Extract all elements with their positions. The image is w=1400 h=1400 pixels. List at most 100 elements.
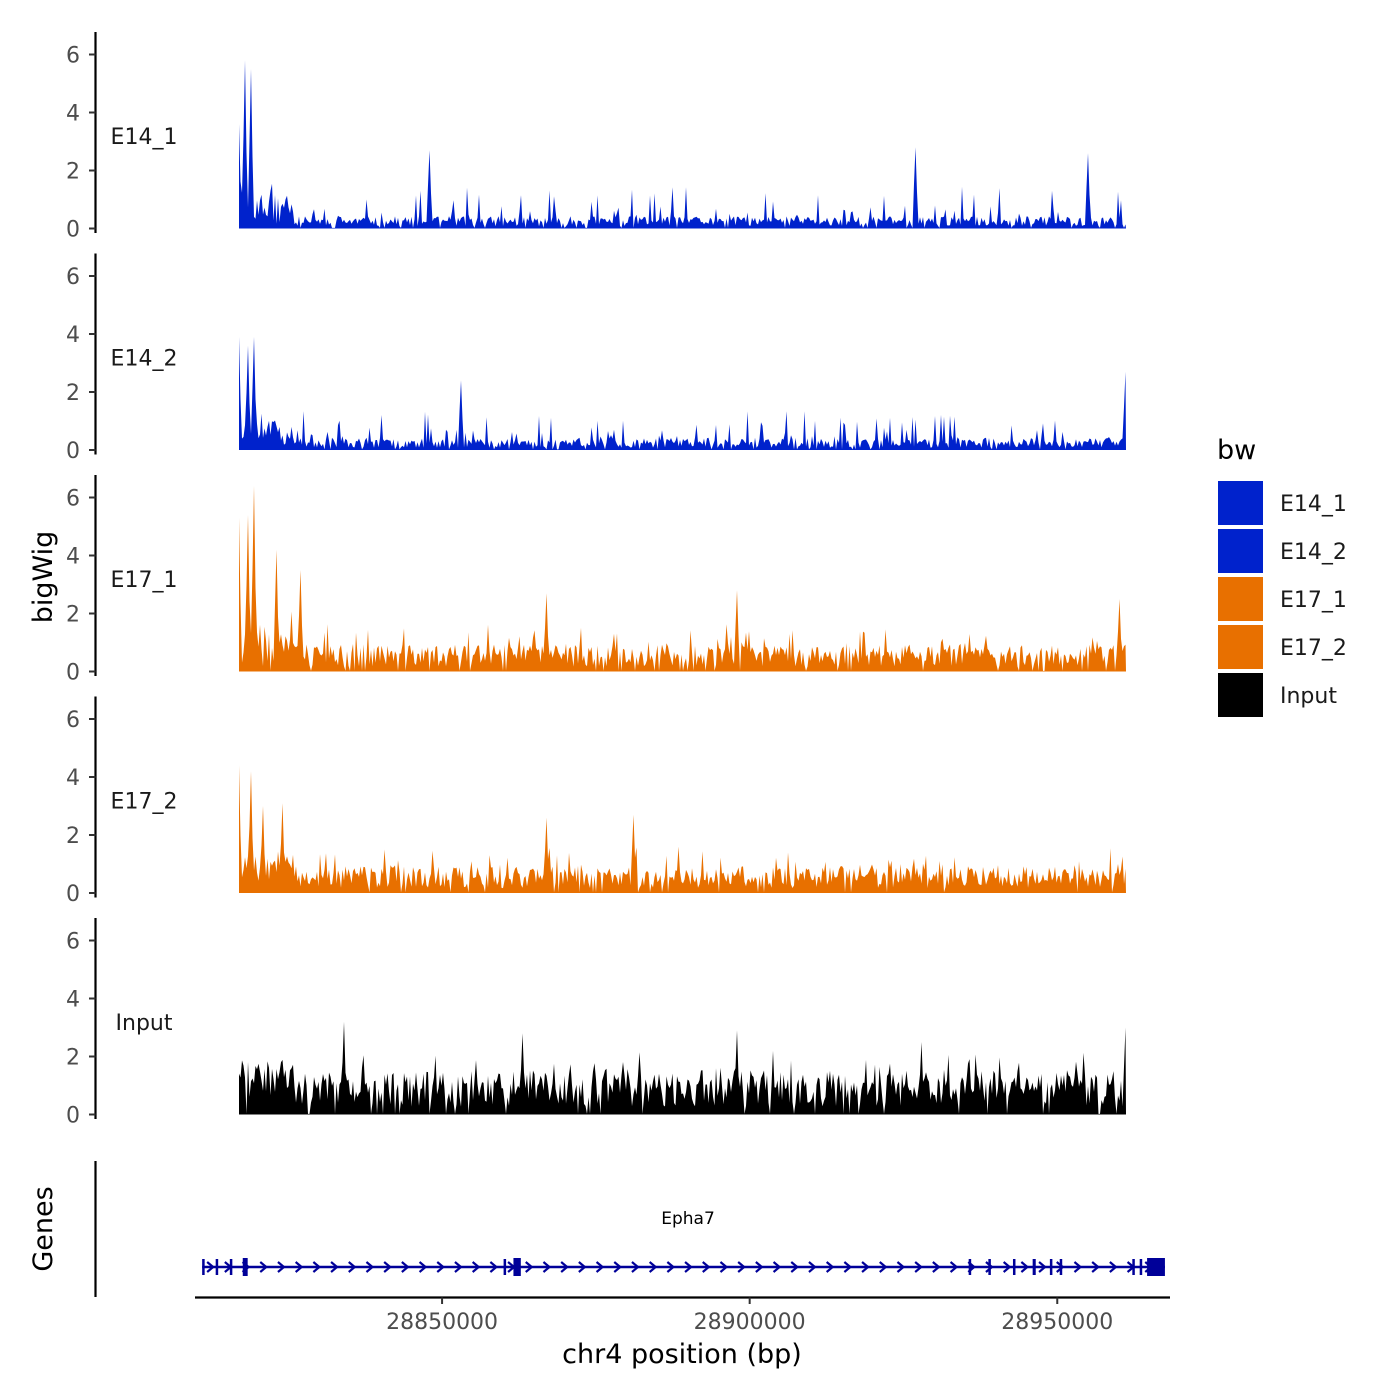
signal-area-Input bbox=[239, 1021, 1126, 1115]
y-tick-label: 0 bbox=[66, 1104, 80, 1129]
strand-chevron bbox=[790, 1261, 799, 1273]
track-label-E14_1: E14_1 bbox=[111, 125, 178, 150]
y-tick-label: 0 bbox=[66, 882, 80, 907]
gene-exon bbox=[968, 1259, 972, 1275]
gene-exon bbox=[202, 1259, 205, 1275]
x-tick-label: 28850000 bbox=[386, 1310, 498, 1335]
y-axis-title: bigWig bbox=[28, 531, 59, 624]
strand-chevron bbox=[578, 1261, 587, 1273]
strand-chevron bbox=[1109, 1261, 1118, 1273]
genes-track-title: Genes bbox=[28, 1186, 59, 1271]
strand-chevron bbox=[383, 1261, 392, 1273]
strand-chevron bbox=[914, 1261, 923, 1273]
gene-exon bbox=[1049, 1259, 1053, 1275]
gene-exon bbox=[513, 1258, 521, 1276]
y-tick-label: 6 bbox=[66, 265, 80, 290]
strand-chevron bbox=[595, 1261, 605, 1273]
x-tick-label: 28950000 bbox=[1001, 1310, 1113, 1335]
strand-chevron bbox=[1056, 1261, 1065, 1273]
strand-chevron bbox=[471, 1261, 481, 1273]
track-Input: 0 2 4 6 Input bbox=[66, 918, 1126, 1129]
y-tick-label: 0 bbox=[66, 439, 80, 464]
strand-chevron bbox=[702, 1261, 711, 1273]
legend-label-Input: Input bbox=[1280, 684, 1337, 709]
y-tick-label: 2 bbox=[66, 160, 80, 185]
y-tick-label: 4 bbox=[66, 988, 80, 1013]
strand-chevron bbox=[489, 1261, 499, 1273]
track-E17_1: 0 2 4 6 E17_1 bbox=[66, 475, 1126, 686]
strand-chevron bbox=[949, 1261, 959, 1273]
strand-chevron bbox=[1002, 1261, 1012, 1273]
y-tick-label: 6 bbox=[66, 44, 80, 69]
y-tick-label: 4 bbox=[66, 545, 80, 570]
strand-chevron bbox=[719, 1261, 729, 1273]
strand-chevron bbox=[737, 1261, 746, 1273]
strand-chevron bbox=[613, 1261, 622, 1273]
gene-exon bbox=[988, 1259, 991, 1275]
gene-model bbox=[202, 1258, 1165, 1276]
legend-key-E17_1 bbox=[1218, 577, 1263, 621]
track-label-E14_2: E14_2 bbox=[111, 347, 178, 372]
gene-exon bbox=[1147, 1258, 1165, 1276]
legend-key-E14_2 bbox=[1218, 529, 1263, 573]
legend-label-E14_2: E14_2 bbox=[1280, 540, 1347, 565]
gene-label: Epha7 bbox=[661, 1209, 715, 1229]
y-tick-label: 2 bbox=[66, 824, 80, 849]
strand-chevron bbox=[259, 1261, 268, 1273]
y-tick-label: 4 bbox=[66, 323, 80, 348]
legend-title: bw bbox=[1217, 435, 1256, 466]
strand-chevron bbox=[206, 1261, 215, 1273]
gene-exon bbox=[1012, 1259, 1016, 1275]
y-tick-label: 0 bbox=[66, 218, 80, 243]
strand-chevron bbox=[808, 1261, 817, 1273]
strand-chevron bbox=[1073, 1261, 1083, 1273]
track-label-Input: Input bbox=[116, 1011, 173, 1036]
strand-chevron bbox=[1038, 1261, 1047, 1273]
strand-chevron bbox=[312, 1261, 322, 1273]
signal-area-E17_2 bbox=[239, 765, 1126, 893]
legend-key-E17_2 bbox=[1218, 625, 1263, 669]
y-tick-label: 0 bbox=[66, 661, 80, 686]
strand-chevron bbox=[436, 1261, 445, 1273]
strand-chevron bbox=[542, 1261, 552, 1273]
legend-label-E14_1: E14_1 bbox=[1280, 492, 1347, 517]
strand-chevron bbox=[684, 1261, 693, 1273]
strand-chevron bbox=[277, 1261, 286, 1273]
legend-label-E17_2: E17_2 bbox=[1280, 636, 1347, 661]
strand-chevron bbox=[454, 1261, 463, 1273]
gene-exon bbox=[503, 1259, 507, 1275]
legend-key-Input bbox=[1218, 673, 1263, 717]
x-axis-title: chr4 position (bp) bbox=[562, 1339, 802, 1370]
gene-exon bbox=[1059, 1259, 1063, 1275]
y-tick-label: 4 bbox=[66, 766, 80, 791]
y-tick-label: 2 bbox=[66, 1046, 80, 1071]
strand-chevron bbox=[932, 1261, 941, 1273]
strand-chevron bbox=[861, 1261, 870, 1273]
track-E17_2: 0 2 4 6 E17_2 bbox=[66, 696, 1126, 907]
strand-chevron bbox=[843, 1261, 853, 1273]
x-tick-label: 28900000 bbox=[694, 1310, 806, 1335]
y-tick-label: 6 bbox=[66, 487, 80, 512]
signal-area-E17_1 bbox=[239, 485, 1126, 672]
strand-chevron bbox=[525, 1261, 534, 1273]
strand-chevron bbox=[560, 1261, 569, 1273]
strand-chevron bbox=[772, 1261, 782, 1273]
genes-track: Genes Epha7 bbox=[28, 1161, 1165, 1297]
track-label-E17_2: E17_2 bbox=[111, 790, 178, 815]
x-axis: 28850000 28900000 28950000 bbox=[195, 1296, 1170, 1335]
strand-chevron bbox=[631, 1261, 640, 1273]
gene-exon bbox=[1132, 1259, 1135, 1275]
y-tick-label: 4 bbox=[66, 102, 80, 127]
y-tick-label: 2 bbox=[66, 603, 80, 628]
track-E14_2: 0 2 4 6 E14_2 bbox=[66, 253, 1126, 464]
gene-exon bbox=[229, 1259, 233, 1275]
strand-chevron bbox=[755, 1261, 764, 1273]
gene-exon bbox=[1139, 1259, 1143, 1275]
strand-chevron bbox=[825, 1261, 835, 1273]
strand-chevron bbox=[879, 1261, 888, 1273]
signal-area-E14_1 bbox=[239, 60, 1126, 229]
strand-chevron bbox=[1091, 1261, 1100, 1273]
gene-exon bbox=[1032, 1259, 1036, 1275]
strand-chevron bbox=[418, 1261, 428, 1273]
strand-chevron bbox=[648, 1261, 658, 1273]
